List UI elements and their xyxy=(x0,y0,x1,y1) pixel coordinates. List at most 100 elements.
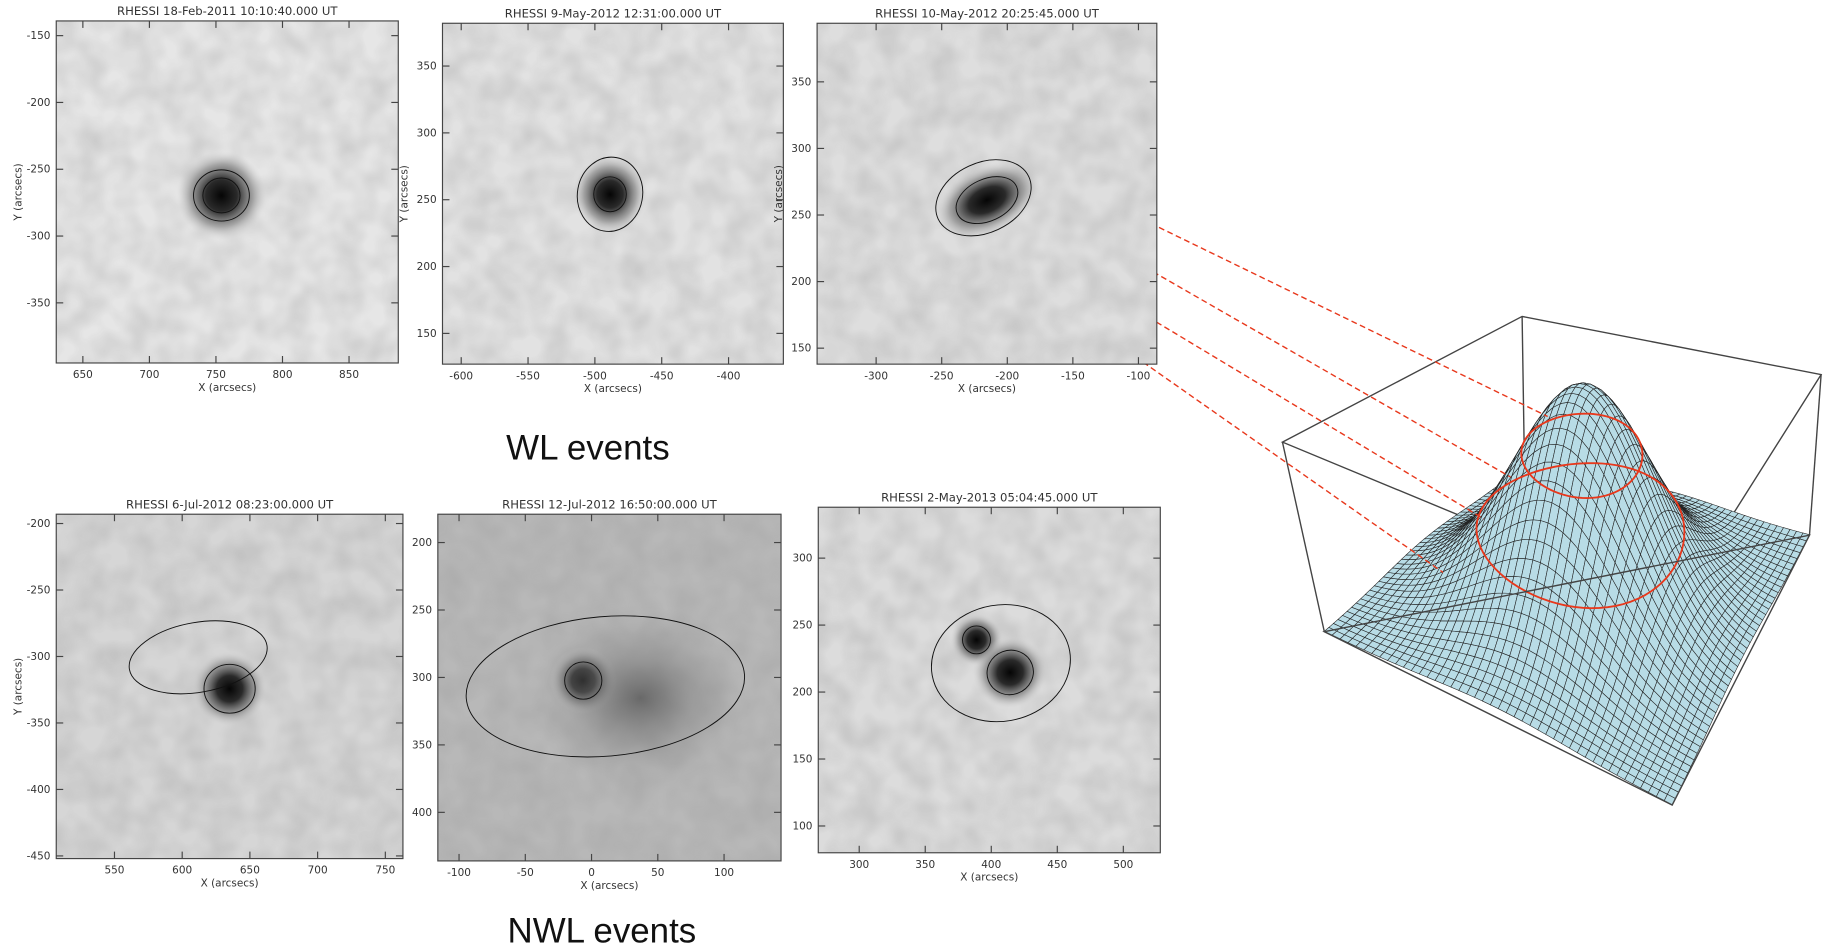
gaussian-surface xyxy=(1282,316,1821,805)
x-tick-label: 700 xyxy=(139,369,159,381)
y-tick-label: 250 xyxy=(417,194,437,206)
y-axis-label: Y (arcsecs) xyxy=(773,165,785,223)
x-tick-label: -100 xyxy=(447,867,471,879)
x-tick-label: 750 xyxy=(206,369,226,381)
x-tick-label: 750 xyxy=(375,865,395,877)
x-tick-label: -250 xyxy=(930,370,954,382)
image-panel: 550 600 650 700 750 -450 -400 -350 -300 -250 -200 R… xyxy=(12,497,403,889)
y-tick-label: -400 xyxy=(27,784,51,796)
x-axis-label: X (arcsecs) xyxy=(580,880,638,892)
y-tick-label: 350 xyxy=(417,61,437,73)
image-panel: 300 350 400 450 500 100 150 200 250 300 RHESSI 2-M… xyxy=(792,490,1160,883)
panel-title: RHESSI 10-May-2012 20:25:45.000 UT xyxy=(875,6,1100,20)
source-blob xyxy=(573,155,647,233)
panel-title: RHESSI 18-Feb-2011 10:10:40.000 UT xyxy=(117,4,338,18)
x-tick-label: 850 xyxy=(339,369,359,381)
x-tick-label: -100 xyxy=(1127,370,1151,382)
y-tick-label: 300 xyxy=(412,672,432,684)
x-tick-label: -450 xyxy=(650,370,674,382)
x-axis-label: X (arcsecs) xyxy=(584,383,642,395)
y-tick-label: -250 xyxy=(27,164,51,176)
y-tick-label: -450 xyxy=(27,850,51,862)
y-tick-label: 200 xyxy=(417,261,437,273)
wl-label: WL events xyxy=(506,429,670,468)
source-blob xyxy=(177,151,266,240)
y-axis-label: Y (arcsecs) xyxy=(399,165,411,223)
y-tick-label: -300 xyxy=(27,651,51,663)
panel-image xyxy=(442,23,783,364)
figure: WL events NWL events 650 700 750 800 850 -350… xyxy=(0,0,1825,947)
x-tick-label: 0 xyxy=(588,867,595,879)
x-tick-label: -400 xyxy=(717,370,741,382)
y-tick-label: 150 xyxy=(791,343,811,355)
y-tick-label: 250 xyxy=(791,209,811,221)
x-axis-label: X (arcsecs) xyxy=(960,872,1018,884)
y-tick-label: 250 xyxy=(792,620,812,632)
image-panel: -300 -250 -200 -150 -100 150 200 250 300 350 RHESS… xyxy=(773,6,1157,395)
x-tick-label: 500 xyxy=(1113,859,1133,871)
x-tick-label: -200 xyxy=(995,370,1019,382)
x-tick-label: 350 xyxy=(915,859,935,871)
x-tick-label: 50 xyxy=(651,867,664,879)
x-tick-label: -500 xyxy=(583,370,607,382)
x-tick-label: 550 xyxy=(104,865,124,877)
y-tick-label: -250 xyxy=(27,584,51,596)
box-edge xyxy=(1809,375,1821,536)
y-tick-label: 200 xyxy=(791,276,811,288)
x-tick-label: -150 xyxy=(1061,370,1085,382)
body: WL events NWL events 650 700 750 800 850 -350… xyxy=(0,0,1825,947)
y-tick-label: 250 xyxy=(412,604,432,616)
y-tick-label: -350 xyxy=(27,297,51,309)
panel-title: RHESSI 12-Jul-2012 16:50:00.000 UT xyxy=(502,497,717,511)
x-tick-label: -50 xyxy=(517,867,534,879)
y-tick-label: -200 xyxy=(27,518,51,530)
y-tick-label: 300 xyxy=(791,143,811,155)
x-tick-label: 450 xyxy=(1047,859,1067,871)
y-tick-label: 300 xyxy=(792,553,812,565)
y-tick-label: 300 xyxy=(417,127,437,139)
panel-title: RHESSI 6-Jul-2012 08:23:00.000 UT xyxy=(126,497,334,511)
y-tick-label: 100 xyxy=(792,820,812,832)
x-tick-label: 650 xyxy=(240,865,260,877)
x-tick-label: -550 xyxy=(516,370,540,382)
panel-image xyxy=(818,507,1160,853)
y-tick-label: 350 xyxy=(791,76,811,88)
image-panel: 650 700 750 800 850 -350 -300 -250 -200 -150 RHESS… xyxy=(12,4,398,394)
y-tick-label: 200 xyxy=(412,537,432,549)
panel-image xyxy=(56,21,398,363)
x-tick-label: 800 xyxy=(273,369,293,381)
y-tick-label: 350 xyxy=(412,739,432,751)
image-panel: -600 -550 -500 -450 -400 150 200 250 300 350 RHESS… xyxy=(399,6,784,395)
x-tick-label: 600 xyxy=(172,865,192,877)
y-tick-label: 200 xyxy=(792,687,812,699)
y-axis-label: Y (arcsecs) xyxy=(12,163,24,221)
y-tick-label: 150 xyxy=(792,754,812,766)
page: RHESSI images {"chart_data": [ {"type": … xyxy=(0,0,1825,947)
panel-image xyxy=(56,514,403,858)
x-tick-label: 100 xyxy=(714,867,734,879)
y-axis-label: Y (arcsecs) xyxy=(12,658,24,716)
y-tick-label: 150 xyxy=(417,328,437,340)
panel-image xyxy=(817,23,1157,364)
x-tick-label: 300 xyxy=(849,859,869,871)
x-axis-label: X (arcsecs) xyxy=(958,383,1016,395)
panel-image xyxy=(438,514,781,861)
box-edge xyxy=(1282,442,1324,632)
x-tick-label: -300 xyxy=(864,370,888,382)
panel-title: RHESSI 2-May-2013 05:04:45.000 UT xyxy=(881,490,1098,504)
x-axis-label: X (arcsecs) xyxy=(198,382,256,394)
x-tick-label: -600 xyxy=(449,370,473,382)
x-tick-label: 700 xyxy=(308,865,328,877)
panel-title: RHESSI 9-May-2012 12:31:00.000 UT xyxy=(505,6,722,20)
image-panel: -100 -50 0 50 100 200 250 300 350 400 RHESSI 12-Ju… xyxy=(412,497,781,891)
y-tick-label: -150 xyxy=(27,30,51,42)
x-tick-label: 400 xyxy=(981,859,1001,871)
x-axis-label: X (arcsecs) xyxy=(201,878,259,890)
x-tick-label: 650 xyxy=(73,369,93,381)
y-tick-label: -350 xyxy=(27,717,51,729)
source-blob xyxy=(529,605,752,791)
y-tick-label: -300 xyxy=(27,231,51,243)
y-tick-label: 400 xyxy=(412,807,432,819)
nwl-label: NWL events xyxy=(508,911,697,947)
y-tick-label: -200 xyxy=(27,97,51,109)
